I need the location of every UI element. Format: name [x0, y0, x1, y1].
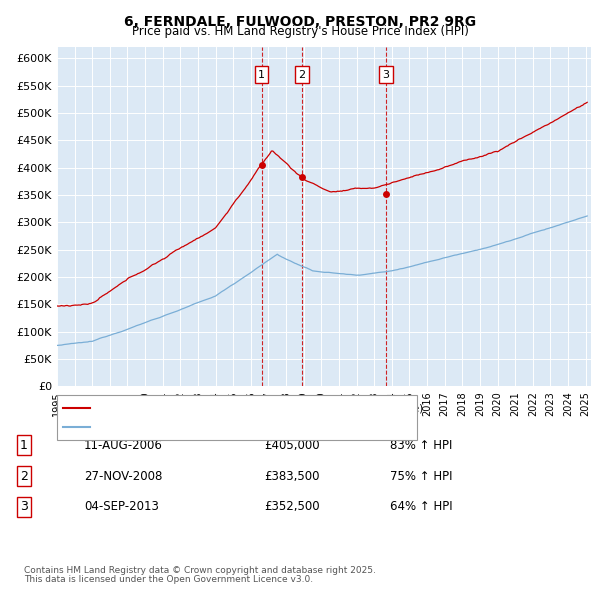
- Text: £352,500: £352,500: [264, 500, 320, 513]
- Text: Contains HM Land Registry data © Crown copyright and database right 2025.: Contains HM Land Registry data © Crown c…: [24, 566, 376, 575]
- Text: 2: 2: [20, 470, 28, 483]
- Text: 2: 2: [298, 70, 305, 80]
- Text: 3: 3: [20, 500, 28, 513]
- Text: 3: 3: [383, 70, 389, 80]
- Text: £405,000: £405,000: [264, 439, 320, 452]
- Text: 64% ↑ HPI: 64% ↑ HPI: [390, 500, 452, 513]
- Text: 83% ↑ HPI: 83% ↑ HPI: [390, 439, 452, 452]
- Text: 1: 1: [258, 70, 265, 80]
- Text: 75% ↑ HPI: 75% ↑ HPI: [390, 470, 452, 483]
- Text: £383,500: £383,500: [264, 470, 320, 483]
- Text: 04-SEP-2013: 04-SEP-2013: [84, 500, 159, 513]
- Text: Price paid vs. HM Land Registry's House Price Index (HPI): Price paid vs. HM Land Registry's House …: [131, 25, 469, 38]
- Text: 1: 1: [20, 439, 28, 452]
- Text: HPI: Average price, detached house, Preston: HPI: Average price, detached house, Pres…: [94, 422, 326, 431]
- Text: 27-NOV-2008: 27-NOV-2008: [84, 470, 163, 483]
- Text: 11-AUG-2006: 11-AUG-2006: [84, 439, 163, 452]
- Text: This data is licensed under the Open Government Licence v3.0.: This data is licensed under the Open Gov…: [24, 575, 313, 584]
- Text: 6, FERNDALE, FULWOOD, PRESTON, PR2 9RG (detached house): 6, FERNDALE, FULWOOD, PRESTON, PR2 9RG (…: [94, 404, 424, 413]
- Text: 6, FERNDALE, FULWOOD, PRESTON, PR2 9RG: 6, FERNDALE, FULWOOD, PRESTON, PR2 9RG: [124, 15, 476, 29]
